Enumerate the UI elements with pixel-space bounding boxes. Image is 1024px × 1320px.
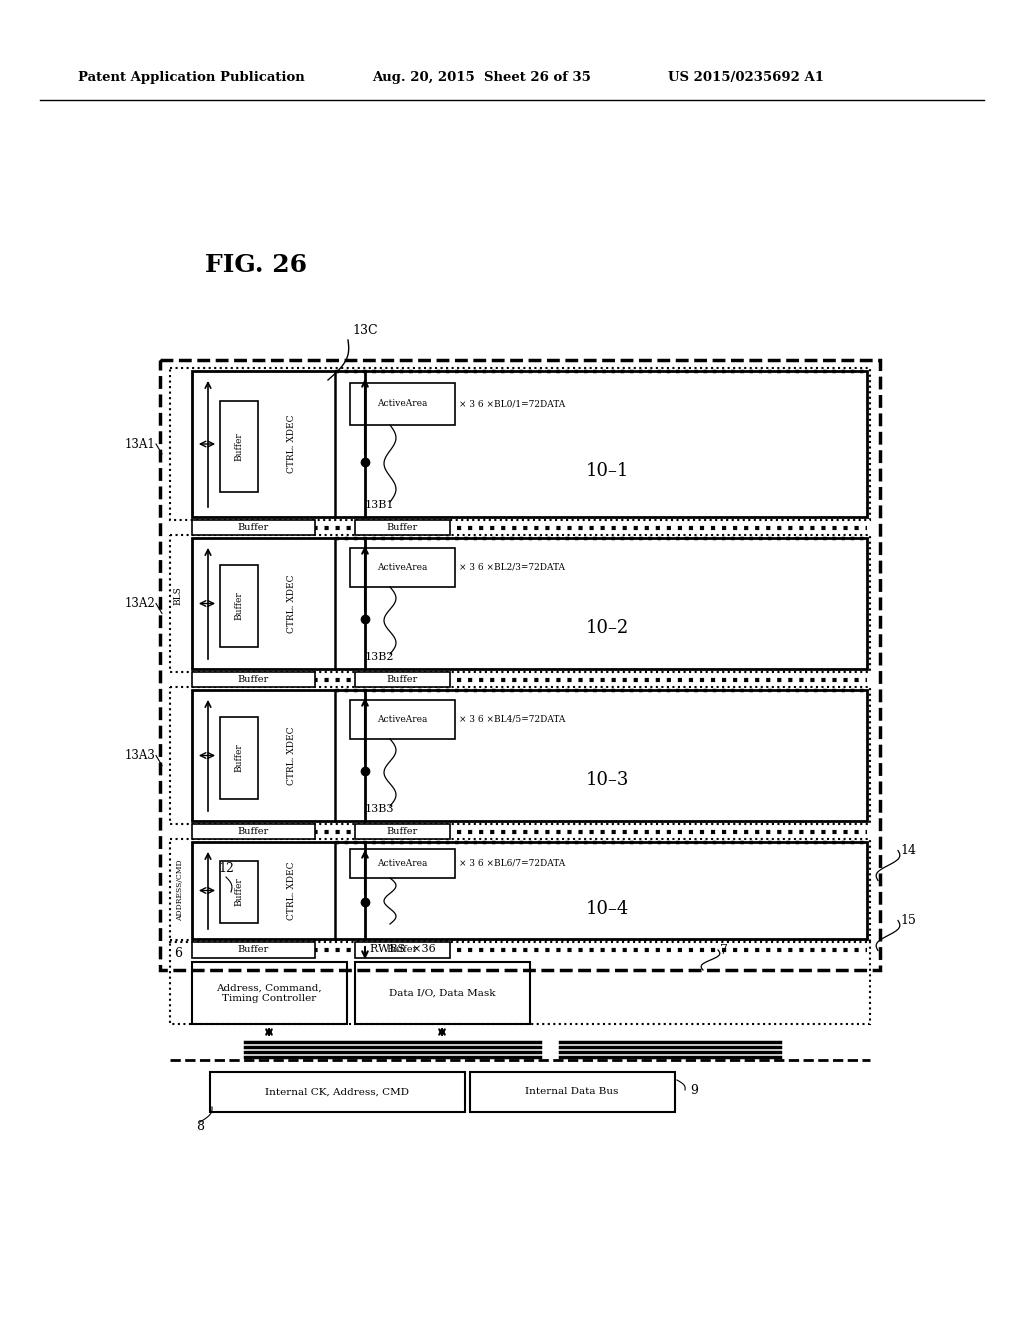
Text: Internal Data Bus: Internal Data Bus: [525, 1088, 618, 1097]
Text: Buffer: Buffer: [234, 591, 244, 620]
Bar: [350, 383, 455, 425]
Text: 9: 9: [690, 1084, 698, 1097]
Text: ActiveArea: ActiveArea: [377, 400, 428, 408]
Text: × 3 6 ×BL4/5=72DATA: × 3 6 ×BL4/5=72DATA: [459, 715, 565, 723]
Text: US 2015/0235692 A1: US 2015/0235692 A1: [668, 71, 824, 84]
Text: Buffer: Buffer: [386, 523, 418, 532]
Bar: [220, 565, 258, 647]
Text: CTRL. XDEC: CTRL. XDEC: [287, 861, 296, 920]
Bar: [193, 672, 315, 686]
Text: Internal CK, Address, CMD: Internal CK, Address, CMD: [265, 1088, 409, 1097]
Text: CTRL. XDEC: CTRL. XDEC: [287, 414, 296, 474]
Bar: [193, 690, 867, 821]
Bar: [355, 942, 450, 958]
Text: RWBS  ×36: RWBS ×36: [370, 944, 436, 954]
Text: 10–1: 10–1: [586, 462, 629, 480]
Bar: [193, 371, 867, 517]
Bar: [170, 686, 870, 824]
Text: Aug. 20, 2015  Sheet 26 of 35: Aug. 20, 2015 Sheet 26 of 35: [372, 71, 591, 84]
Text: 14: 14: [900, 843, 916, 857]
Text: 15: 15: [900, 913, 915, 927]
Text: 12: 12: [218, 862, 233, 875]
Text: 10–4: 10–4: [586, 900, 629, 917]
Text: Buffer: Buffer: [238, 945, 269, 954]
Bar: [355, 962, 530, 1024]
Bar: [193, 824, 315, 840]
Bar: [170, 840, 870, 942]
Text: ADDRESS/CMD: ADDRESS/CMD: [176, 859, 184, 921]
Text: 7: 7: [720, 944, 728, 957]
Bar: [170, 368, 870, 520]
Bar: [470, 1072, 675, 1111]
Bar: [193, 539, 867, 669]
Bar: [193, 520, 315, 535]
Text: Patent Application Publication: Patent Application Publication: [78, 71, 305, 84]
Text: Buffer: Buffer: [234, 432, 244, 461]
Text: CTRL. XDEC: CTRL. XDEC: [287, 726, 296, 785]
Bar: [193, 962, 347, 1024]
Text: 10–3: 10–3: [586, 771, 629, 789]
Bar: [210, 1072, 465, 1111]
Bar: [193, 842, 867, 939]
Bar: [355, 520, 450, 535]
Text: BLS: BLS: [173, 586, 182, 606]
Text: 13A1: 13A1: [124, 437, 155, 450]
Text: 13A3: 13A3: [124, 748, 155, 762]
Bar: [170, 940, 870, 1024]
Bar: [220, 861, 258, 923]
Text: Buffer: Buffer: [234, 743, 244, 772]
Text: × 3 6 ×BL0/1=72DATA: × 3 6 ×BL0/1=72DATA: [459, 400, 565, 408]
Text: Buffer: Buffer: [238, 675, 269, 684]
Text: Buffer: Buffer: [238, 828, 269, 836]
Text: CTRL. XDEC: CTRL. XDEC: [287, 574, 296, 632]
Text: × 3 6 ×BL6/7=72DATA: × 3 6 ×BL6/7=72DATA: [459, 859, 565, 869]
Bar: [220, 401, 258, 492]
Bar: [220, 717, 258, 799]
Text: 13B2: 13B2: [365, 652, 394, 663]
Text: FIG. 26: FIG. 26: [205, 253, 307, 277]
Text: ActiveArea: ActiveArea: [377, 564, 428, 572]
Bar: [355, 672, 450, 686]
Text: 6: 6: [174, 946, 182, 960]
Bar: [160, 360, 880, 970]
Bar: [350, 700, 455, 739]
Text: ActiveArea: ActiveArea: [377, 859, 428, 869]
Text: Address, Command,
Timing Controller: Address, Command, Timing Controller: [216, 983, 322, 1003]
Text: Buffer: Buffer: [386, 945, 418, 954]
Text: × 3 6 ×BL2/3=72DATA: × 3 6 ×BL2/3=72DATA: [459, 564, 565, 572]
Text: Buffer: Buffer: [386, 675, 418, 684]
Text: Buffer: Buffer: [234, 878, 244, 907]
Text: Buffer: Buffer: [386, 828, 418, 836]
Text: 13C: 13C: [352, 323, 378, 337]
Text: 13A2: 13A2: [124, 597, 155, 610]
Text: ActiveArea: ActiveArea: [377, 715, 428, 723]
Text: Buffer: Buffer: [238, 523, 269, 532]
Text: 8: 8: [196, 1121, 204, 1134]
Text: 13B1: 13B1: [365, 500, 394, 510]
Bar: [170, 535, 870, 672]
Bar: [350, 548, 455, 587]
Text: Data I/O, Data Mask: Data I/O, Data Mask: [389, 989, 496, 998]
Bar: [193, 942, 315, 958]
Bar: [350, 849, 455, 878]
Bar: [355, 824, 450, 840]
Text: 10–2: 10–2: [586, 619, 629, 638]
Text: 13B3: 13B3: [365, 804, 394, 814]
